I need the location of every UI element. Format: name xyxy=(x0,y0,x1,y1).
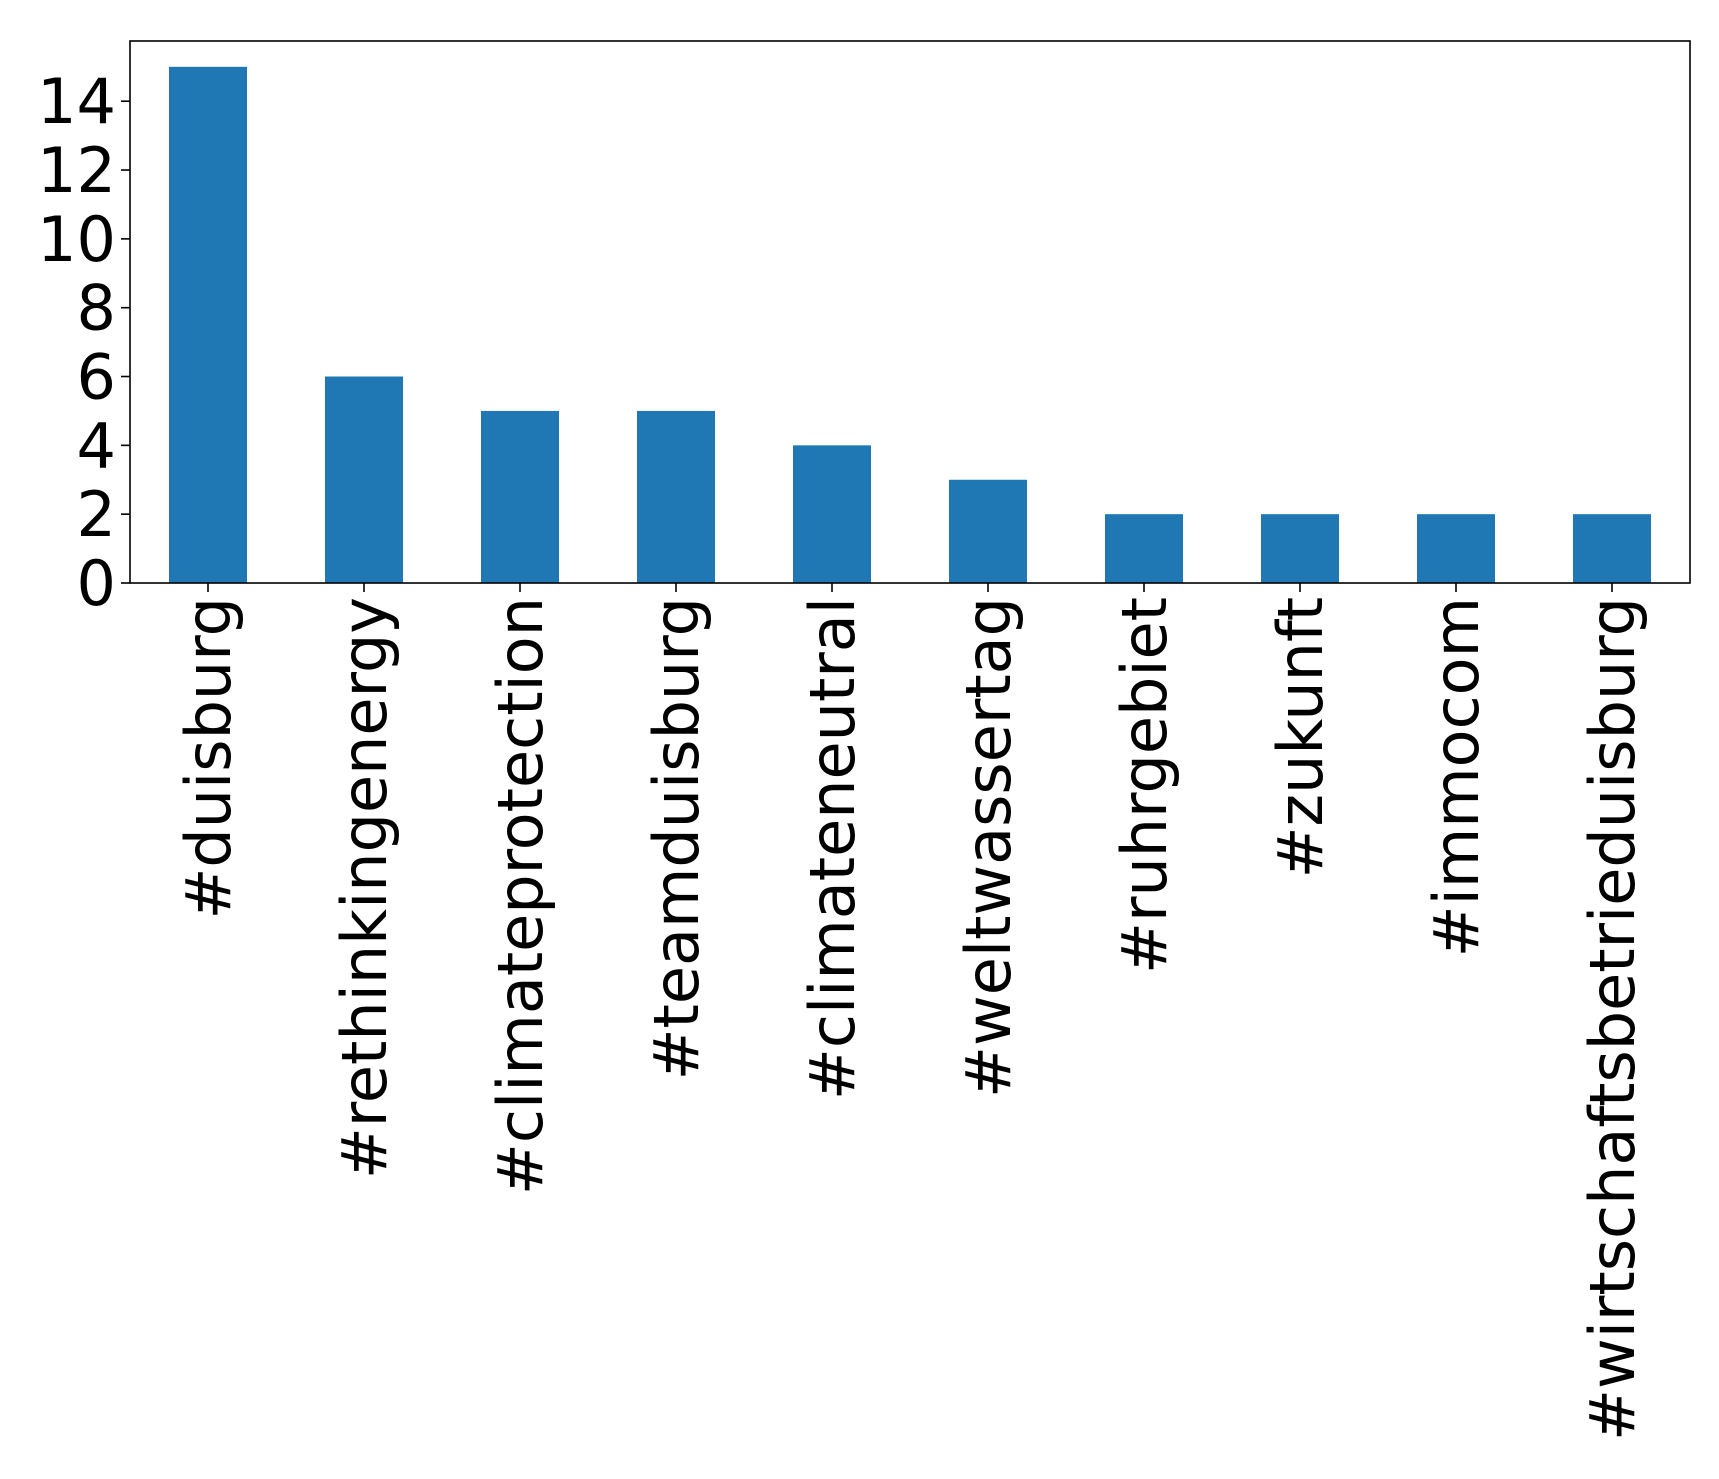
bar xyxy=(637,410,715,583)
x-tick-label: #zukunft xyxy=(1264,597,1337,878)
x-tick-label: #ruhrgebiet xyxy=(1108,597,1181,974)
bar xyxy=(793,445,871,583)
bar xyxy=(1573,514,1651,583)
x-tick-label: #climateneutral xyxy=(796,597,869,1100)
y-tick-label: 10 xyxy=(37,203,116,276)
bar xyxy=(1261,514,1339,583)
x-tick-label: #rethinkingenergy xyxy=(328,597,401,1179)
bars-layer xyxy=(169,66,1651,583)
x-tick-label: #teamduisburg xyxy=(640,597,713,1080)
x-axis: #duisburg #rethinkingenergy #climateprotec… xyxy=(172,583,1649,1441)
x-tick-label: #climateprotection xyxy=(484,597,557,1195)
bar xyxy=(169,66,247,583)
x-tick-label: #weltwassertag xyxy=(952,597,1025,1098)
y-tick-label: 4 xyxy=(77,409,116,482)
x-tick-label: #duisburg xyxy=(172,597,245,920)
y-tick-label: 2 xyxy=(77,478,116,551)
bar xyxy=(325,376,403,583)
plot-frame xyxy=(129,40,1691,584)
y-tick-label: 8 xyxy=(77,272,116,345)
bar xyxy=(1417,514,1495,583)
y-tick-label: 0 xyxy=(77,547,116,620)
bar xyxy=(1105,514,1183,583)
x-tick-label: #immocom xyxy=(1420,597,1493,957)
y-tick-label: 6 xyxy=(77,341,116,414)
y-tick-label: 14 xyxy=(37,65,116,138)
y-tick-label: 12 xyxy=(37,134,116,207)
x-tick-label: #wirtschaftsbetrieduisburg xyxy=(1576,597,1649,1441)
bar xyxy=(481,410,559,583)
bar xyxy=(949,479,1027,583)
